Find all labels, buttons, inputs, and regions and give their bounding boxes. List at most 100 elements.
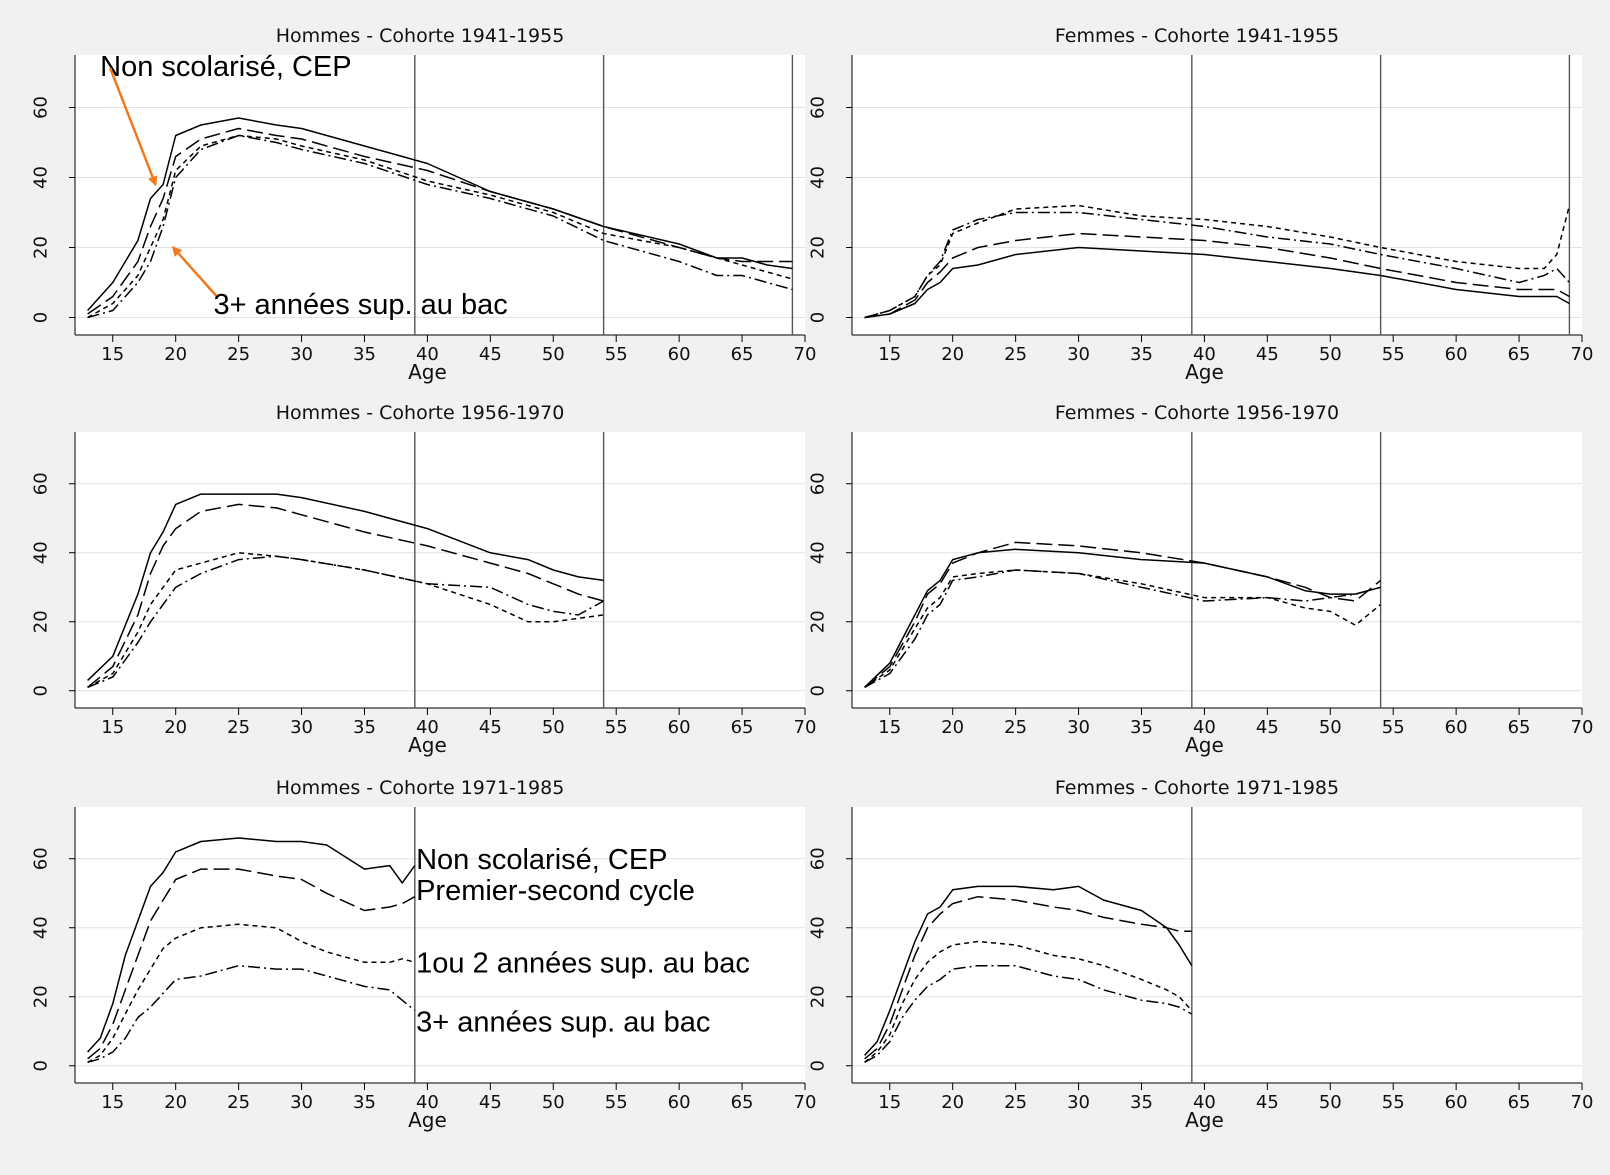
series-line-solid	[864, 246, 1570, 319]
chart-panel-4: 0 20 40 60 15 20 25 30 35 40 45 50 55 60 65 70 Age Femmes…	[808, 402, 1594, 757]
x-tick-label: 65	[731, 717, 754, 738]
x-tick-label: 60	[1445, 1092, 1468, 1113]
x-tick-label: 65	[1508, 717, 1531, 738]
series-line-longdash	[87, 868, 416, 1060]
y-tick-label: 40	[31, 166, 52, 189]
x-axis-label: Age	[1185, 733, 1224, 757]
x-tick-label: 45	[479, 717, 502, 738]
x-tick-label: 20	[941, 1092, 964, 1113]
annotation-arrow	[171, 246, 218, 297]
x-tick-label: 40	[1193, 344, 1216, 365]
x-tick-label: 45	[1256, 1092, 1279, 1113]
x-tick-label: 50	[1319, 717, 1342, 738]
series-line-shortdash	[864, 940, 1193, 1063]
chart-panel-5: 0 20 40 60 15 20 25 30 35 40 45 50 55 60 65 70 Age Hommes…	[31, 777, 817, 1132]
x-tick-label: 55	[1382, 1092, 1405, 1113]
x-tick-label: 65	[731, 344, 754, 365]
x-tick-label: 20	[164, 344, 187, 365]
x-tick-label: 70	[794, 344, 817, 365]
annotation-text: Non scolarisé, CEP	[416, 844, 667, 876]
x-tick-label: 30	[290, 717, 313, 738]
y-tick-label: 60	[31, 472, 52, 495]
y-tick-label: 0	[31, 685, 52, 696]
plot-area	[852, 432, 1582, 708]
x-tick-label: 70	[1571, 1092, 1594, 1113]
x-tick-label: 20	[164, 1092, 187, 1113]
x-tick-label: 70	[794, 1092, 817, 1113]
x-tick-label: 40	[416, 344, 439, 365]
x-tick-label: 45	[1256, 717, 1279, 738]
y-tick-label: 20	[808, 610, 829, 633]
y-tick-label: 40	[808, 541, 829, 564]
x-tick-label: 30	[290, 1092, 313, 1113]
series-line-solid	[87, 493, 604, 681]
x-tick-label: 25	[1004, 344, 1027, 365]
x-tick-label: 35	[1130, 344, 1153, 365]
series-line-solid	[864, 885, 1193, 1056]
chart-panel-1: 0 20 40 60 15 20 25 30 35 40 45 50 55 60 65 70 Age Hommes…	[31, 25, 817, 384]
x-tick-label: 25	[1004, 717, 1027, 738]
x-tick-label: 50	[542, 344, 565, 365]
y-tick-label: 60	[31, 847, 52, 870]
x-tick-label: 25	[227, 1092, 250, 1113]
chart-panel-2: 0 20 40 60 15 20 25 30 35 40 45 50 55 60 65 70 Age Femmes…	[808, 25, 1594, 384]
x-tick-label: 40	[416, 717, 439, 738]
x-tick-label: 55	[605, 717, 628, 738]
y-tick-label: 0	[808, 1060, 829, 1071]
chart-panel-3: 0 20 40 60 15 20 25 30 35 40 45 50 55 60 65 70 Age Hommes…	[31, 402, 817, 757]
x-axis-label: Age	[1185, 1108, 1224, 1132]
x-tick-label: 60	[1445, 344, 1468, 365]
plot-area	[852, 807, 1582, 1083]
x-tick-label: 30	[1067, 717, 1090, 738]
x-axis-label: Age	[408, 1108, 447, 1132]
x-axis-label: Age	[408, 360, 447, 384]
x-tick-label: 65	[1508, 344, 1531, 365]
x-tick-label: 15	[878, 344, 901, 365]
series-line-dashdot	[87, 964, 416, 1064]
plot-area	[75, 55, 805, 335]
annotation-text: 3+ années sup. au bac	[213, 289, 507, 321]
series-line-shortdash	[864, 204, 1571, 319]
x-tick-label: 45	[479, 344, 502, 365]
x-tick-label: 55	[605, 344, 628, 365]
chart-title: Hommes - Cohorte 1941-1955	[276, 25, 565, 47]
x-tick-label: 25	[227, 344, 250, 365]
x-axis-label: Age	[1185, 360, 1224, 384]
x-tick-label: 55	[1382, 344, 1405, 365]
chart-title: Femmes - Cohorte 1971-1985	[1055, 777, 1339, 799]
y-tick-label: 0	[808, 685, 829, 696]
y-tick-label: 60	[808, 96, 829, 119]
series-line-dashdot	[864, 964, 1193, 1063]
x-tick-label: 60	[668, 1092, 691, 1113]
series-line-dashdot	[864, 211, 1570, 319]
annotation-text: 1ou 2 années sup. au bac	[416, 948, 750, 980]
x-tick-label: 35	[353, 344, 376, 365]
x-tick-label: 55	[605, 1092, 628, 1113]
chart-title: Femmes - Cohorte 1956-1970	[1055, 402, 1339, 424]
x-tick-label: 45	[479, 1092, 502, 1113]
x-tick-label: 25	[1004, 1092, 1027, 1113]
y-tick-label: 0	[31, 1060, 52, 1071]
x-tick-label: 15	[101, 717, 124, 738]
series-line-solid	[87, 837, 416, 1053]
series-line-longdash	[864, 895, 1192, 1060]
annotation-text: Premier-second cycle	[416, 875, 695, 907]
series-line-longdash	[864, 232, 1570, 319]
x-tick-label: 30	[290, 344, 313, 365]
x-tick-label: 35	[1130, 717, 1153, 738]
chart-title: Hommes - Cohorte 1971-1985	[276, 777, 565, 799]
x-tick-label: 15	[101, 1092, 124, 1113]
series-line-dashdot	[87, 134, 793, 319]
x-tick-label: 70	[1571, 344, 1594, 365]
x-tick-label: 50	[1319, 1092, 1342, 1113]
y-tick-label: 60	[31, 96, 52, 119]
y-tick-label: 40	[31, 541, 52, 564]
x-tick-label: 30	[1067, 1092, 1090, 1113]
x-tick-label: 55	[1382, 717, 1405, 738]
x-tick-label: 45	[1256, 344, 1279, 365]
x-tick-label: 60	[668, 344, 691, 365]
x-tick-label: 70	[1571, 717, 1594, 738]
y-tick-label: 0	[808, 312, 829, 323]
x-tick-label: 50	[1319, 344, 1342, 365]
y-tick-label: 60	[808, 847, 829, 870]
